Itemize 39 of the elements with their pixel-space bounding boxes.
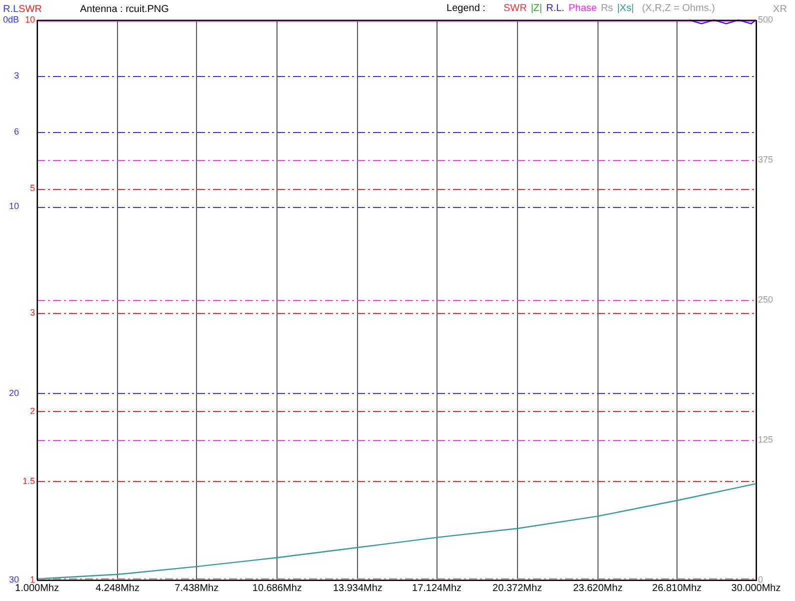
y-tick-label: 1: [30, 574, 35, 584]
y3-axis-title: XR: [773, 4, 787, 15]
x-tick-label: 17.124Mhz: [412, 582, 462, 594]
y-tick-label: 2: [30, 406, 35, 416]
y2-tick-label: 30: [8, 574, 19, 584]
x-tick-label: 10.686Mhz: [252, 582, 302, 594]
text: SWR: [503, 3, 527, 14]
x-tick-label: 7.438Mhz: [174, 582, 219, 594]
x-tick-label: 26.810Mhz: [652, 582, 702, 594]
x-tick-label: 4.248Mhz: [96, 582, 140, 594]
y-tick-label: 3: [30, 307, 35, 318]
text: Rs: [600, 3, 614, 14]
y3-tick-label: 250: [758, 294, 774, 304]
x-tick-label: 1.000Mhz: [15, 582, 59, 594]
x-tick-label: 30.000Mhz: [731, 582, 781, 594]
legend-label: Phase: [568, 3, 597, 14]
y-tick-label: 10: [24, 14, 35, 24]
y-axis-title: SWR: [18, 4, 42, 15]
y3-tick-label: 375: [758, 154, 774, 164]
y3-tick-label: 0: [758, 574, 764, 584]
chart-title: Antenna : rcuit.PNG: [80, 4, 170, 15]
y2-tick-label: 6: [14, 126, 19, 136]
text: |Xs|: [617, 3, 634, 14]
y2-axis-title: R.L: [3, 4, 19, 15]
x-tick-label: 23.620Mhz: [573, 582, 623, 594]
legend-label: |Z|: [530, 3, 542, 14]
y2-tick-label: 10: [8, 201, 19, 212]
y-tick-label: 1.5: [22, 476, 35, 486]
y2-tick-label: 3: [14, 70, 19, 80]
y3-tick-label: 500: [758, 14, 774, 24]
y-tick-label: 5: [30, 183, 35, 194]
y3-tick-label: 125: [758, 434, 774, 444]
y2-tick-label: 20: [8, 388, 19, 398]
text: R.L.: [546, 3, 564, 14]
x-tick-label: 20.372Mhz: [492, 582, 542, 594]
text: (X,R,Z = Ohms.): [642, 3, 715, 14]
legend-title: Legend :: [446, 3, 486, 14]
x-tick-label: 13.934Mhz: [332, 582, 382, 594]
y2-tick-label: 0dB: [2, 14, 19, 24]
